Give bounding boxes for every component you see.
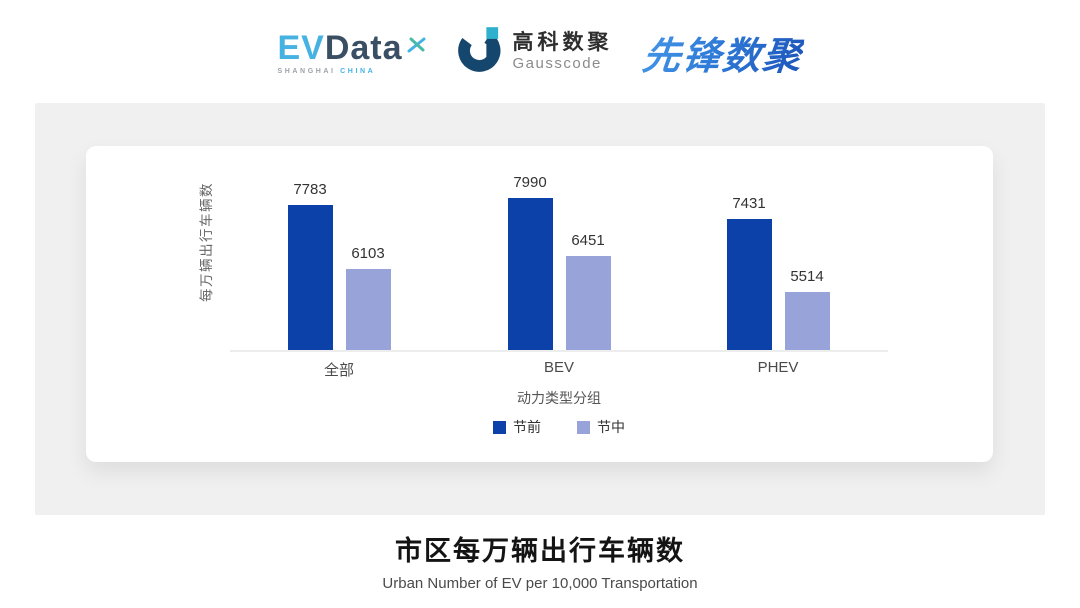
legend-item-节前: 节前: [493, 417, 541, 437]
gausscode-en-text: Gausscode: [512, 55, 602, 73]
legend: 节前 节中: [230, 417, 888, 437]
bar-value-label: 7431: [732, 195, 766, 212]
gausscode-logo: 高科数聚 Gausscode: [457, 26, 613, 78]
bar-value-label: 7783: [293, 181, 327, 198]
y-axis-label: 每万辆出行车辆数: [199, 182, 214, 302]
chart-subtitle: Urban Number of EV per 10,000 Transporta…: [382, 575, 698, 592]
evdata-wordmark: EVData: [277, 28, 426, 67]
footer: 市区每万辆出行车辆数 Urban Number of EV per 10,000…: [0, 529, 1080, 592]
legend-label: 节前: [513, 419, 541, 435]
category-label-BEV: BEV: [543, 359, 574, 376]
bar-节前-PHEV: 7431: [726, 195, 772, 350]
evdata-china-text: CHINA: [340, 67, 376, 75]
bar-节前-全部: 7783: [287, 181, 333, 350]
evdata-logo: EVData SHANGHAI CHINA: [277, 30, 426, 75]
bar-value-label: 6103: [351, 245, 385, 262]
legend-swatch-icon: [577, 420, 590, 434]
legend-item-节中: 节中: [577, 417, 625, 437]
evdata-shanghai-text: SHANGHAI: [277, 67, 336, 75]
header-logos: EVData SHANGHAI CHINA: [0, 20, 1080, 84]
evdata-ev-text: EV: [277, 28, 325, 67]
evdata-data-text: Data: [324, 28, 403, 67]
gausscode-g-icon: [457, 26, 504, 78]
bar-节中-BEV: 6451: [565, 232, 611, 350]
chart-title: 市区每万辆出行车辆数: [395, 536, 685, 566]
bar-value-label: 7990: [513, 174, 547, 191]
bar-value-label: 6451: [571, 232, 605, 249]
legend-label: 节中: [597, 419, 625, 435]
sparkle-x-icon: [407, 26, 427, 62]
bar-chart: 每万辆出行车辆数 7783 6103 7990 6451 7431 5514 动力类型分组…: [86, 146, 993, 462]
bar-节中-全部: 6103: [345, 245, 391, 350]
bar-group-BEV: 7990 6451: [507, 174, 611, 350]
category-label-全部: 全部: [323, 362, 354, 379]
bar-group-全部: 7783 6103: [287, 181, 391, 350]
bar-节前-BEV: 7990: [507, 174, 553, 350]
chart-panel: 每万辆出行车辆数 7783 6103 7990 6451 7431 5514 动力类型分组…: [35, 103, 1045, 515]
legend-swatch-icon: [493, 420, 506, 434]
x-axis-label: 动力类型分组: [517, 390, 601, 406]
gausscode-text: 高科数聚 Gausscode: [513, 31, 613, 73]
plot-area: 7783 6103 7990 6451 7431 5514: [230, 146, 888, 352]
bar-value-label: 5514: [790, 268, 824, 285]
chart-card: 每万辆出行车辆数 7783 6103 7990 6451 7431 5514 动力类型分组…: [86, 146, 993, 462]
category-label-PHEV: PHEV: [757, 359, 799, 376]
bar-group-PHEV: 7431 5514: [726, 195, 830, 350]
gausscode-cn-text: 高科数聚: [512, 31, 613, 55]
pioneer-logo: 先锋数聚: [640, 25, 806, 80]
evdata-subtext: SHANGHAI CHINA: [277, 68, 375, 75]
bar-节中-PHEV: 5514: [784, 268, 830, 350]
